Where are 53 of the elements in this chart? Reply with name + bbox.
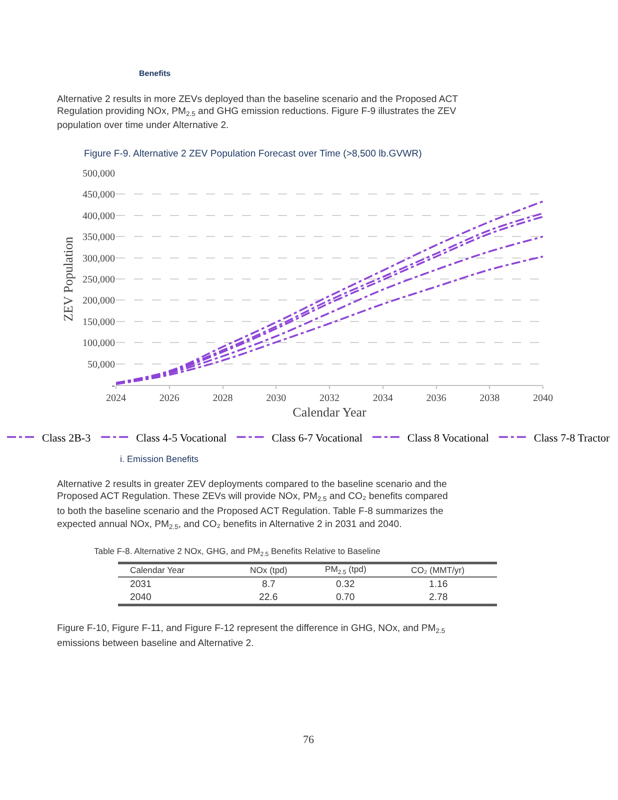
text: Table F-8. Alternative 2 NOx, GHG, and PM$_{2.5}$ Benefits Relative to Baseline [94,546,381,558]
text: Calendar Year [130,565,185,575]
y-tick-label: 200,000 [82,296,115,307]
text: Benefits [139,69,172,78]
y-tick-label: 150,000 [82,316,115,328]
x-tick-label: 2032 [320,393,340,404]
x-tick-label: 2034 [372,393,393,404]
y-tick-label: - [112,380,115,392]
chart-title: Figure F-9. Alternative 2 ZEV Population Forecast over Time (>8,500 lb.GVWR) [84,148,422,160]
text: Regulation providing NOx, PM$_{2.5}$ and GHG emission reductions. Figure F-9 illustrates the ZEV [57,106,457,118]
text: Proposed ACT Regulation. These ZEVs will provide NOx, PM$_{2.5}$ and CO₂ benefits compared [57,491,448,504]
y-tick-label: 400,000 [82,210,115,222]
text: 22.6 [259,592,278,603]
text: Alternative 2 results in greater ZEV deployments compared to the baseline scenario and the [57,479,447,490]
text: 2031 [130,579,152,590]
text: NOx (tpd) [250,565,288,575]
text: to both the baseline scenario and the Proposed ACT Regulation. Table F-8 summarizes the [57,506,444,517]
text: expected annual NOx, PM$_{2.5}$, and CO₂ benefits in Alternative 2 in 2031 and 2040. [57,519,402,532]
x-tick-label: 2024 [106,393,126,404]
y-tick-label: 100,000 [82,338,115,350]
text: 2.78 [429,592,448,603]
x-tick-label: 2038 [480,393,500,404]
text: Figure F-10, Figure F-11, and Figure F-12 represent the difference in GHG, NOx, and PM$_{2.5}$ [57,623,446,636]
x-tick-label: 2026 [159,393,180,404]
text: i. Emission Benefits [120,454,200,464]
y-tick-label: 350,000 [82,232,115,244]
legend-label: Class 2B-3 [42,432,92,444]
text: 0.32 [336,579,355,590]
text: 2040 [130,592,152,603]
text: CO₂ (MMT/yr) [411,565,465,575]
text: 1.16 [429,579,448,590]
x-tick-label: 2030 [266,393,286,404]
x-tick-label: 2040 [533,393,553,404]
x-tick-label: 2028 [212,393,233,404]
legend-label: Class 6-7 Vocational [272,432,362,444]
y-tick-label: 500,000 [82,168,115,180]
y-tick-label: 250,000 [82,274,115,286]
x-axis-title: Calendar Year [292,404,367,420]
text: PM$_{2.5}$ (tpd) [325,564,366,576]
y-axis-title: ZEV Population [60,236,76,322]
y-tick-label: 50,000 [88,359,115,370]
legend-label: Class 8 Vocational [407,432,489,444]
text: 76 [303,734,314,746]
text: emissions between baseline and Alternative 2. [57,638,254,649]
text: 0.70 [336,592,355,603]
text: population over time under Alternative 2. [57,120,229,131]
y-tick-label: 300,000 [82,253,115,264]
x-tick-label: 2036 [426,393,446,404]
legend-label: Class 7-8 Tractor [534,432,610,444]
y-tick-label: 450,000 [82,190,115,201]
legend-label: Class 4-5 Vocational [136,432,227,444]
text: Alternative 2 results in more ZEVs deployed than the baseline scenario and the Proposed ACT [57,94,458,105]
text: 8.7 [262,579,276,590]
